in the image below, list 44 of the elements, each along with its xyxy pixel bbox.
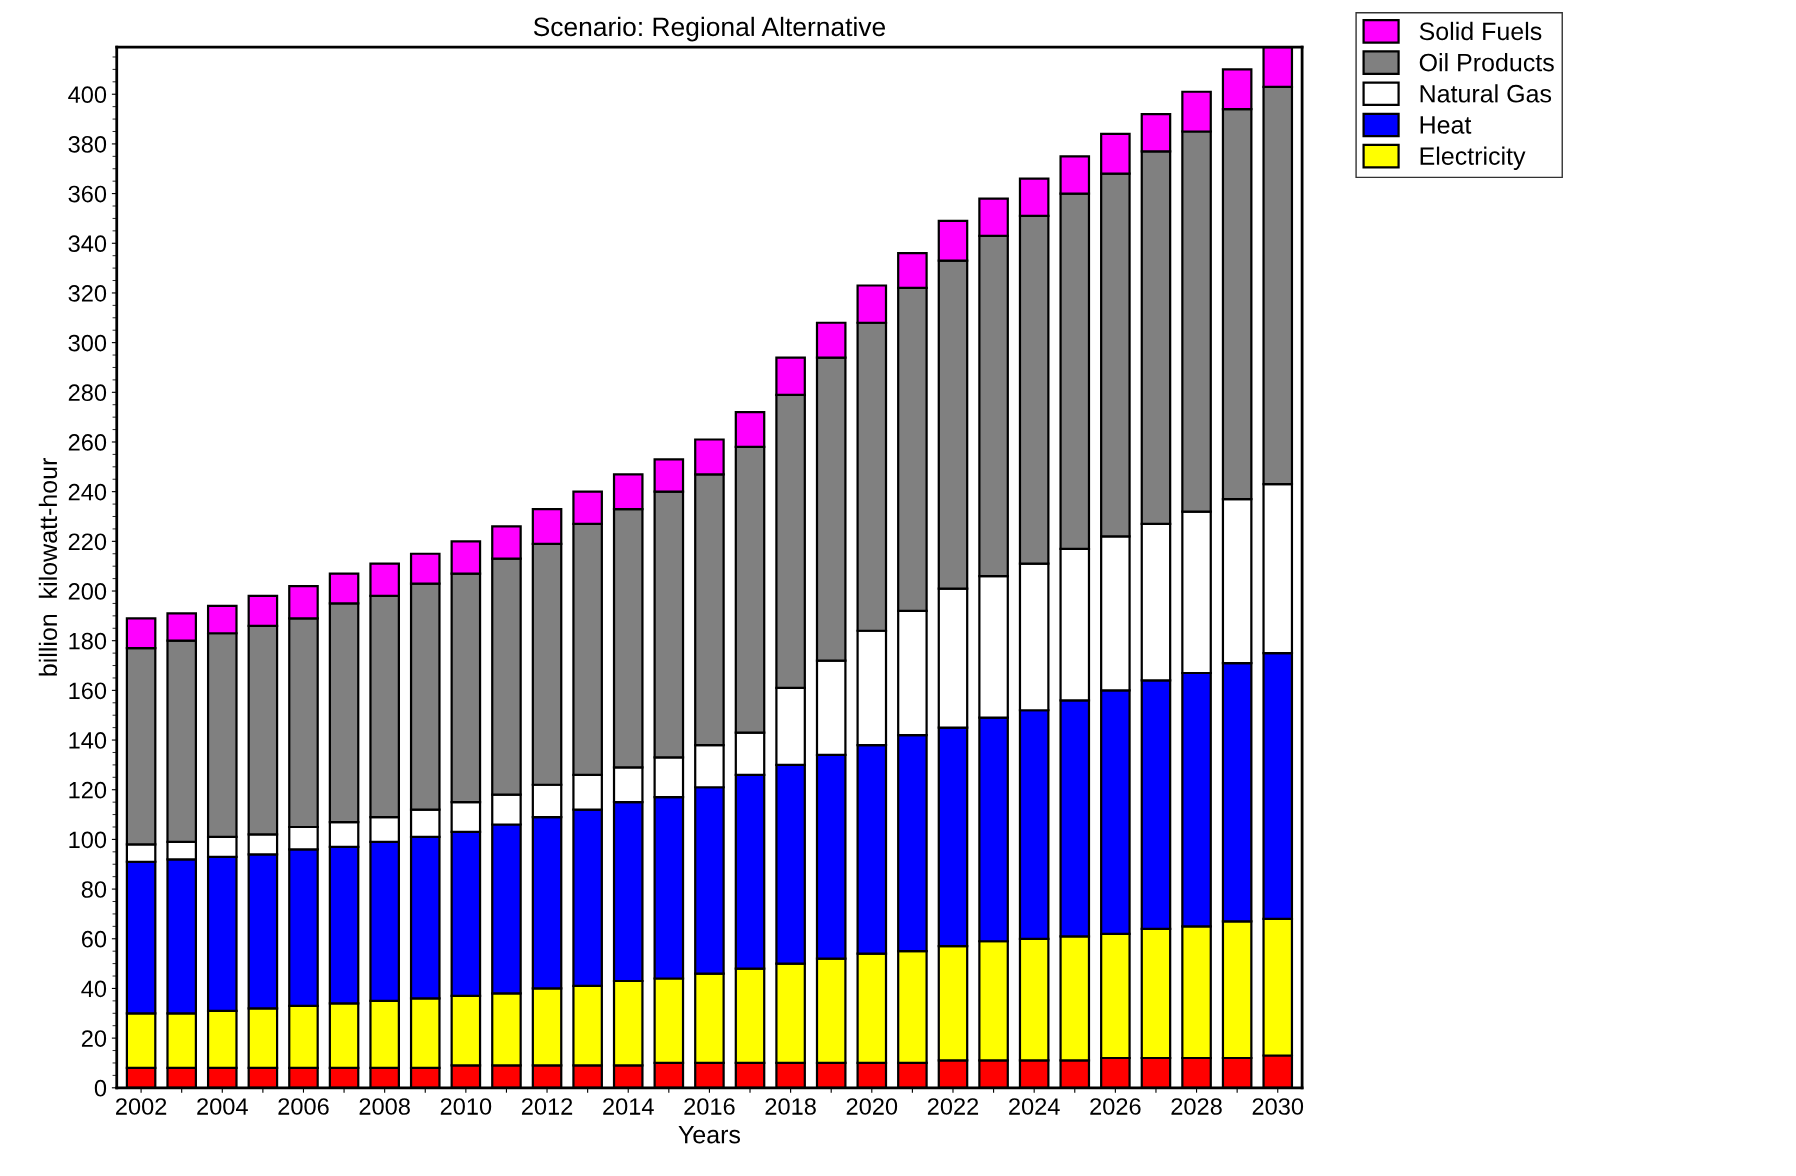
y-tick-label: 240	[68, 483, 107, 501]
y-tick-label: 200	[68, 583, 107, 600]
x-tick-label: 2014	[603, 1098, 654, 1115]
legend-label: Oil Products	[1419, 53, 1554, 72]
y-tick-label: 0	[94, 1079, 107, 1097]
y-tick-label: 220	[68, 533, 107, 551]
y-tick-label: 60	[81, 930, 107, 948]
x-tick-label: 2008	[359, 1098, 410, 1115]
x-tick-label: 2016	[684, 1098, 735, 1115]
x-tick-label: 2028	[1171, 1098, 1222, 1115]
x-tick-label: 2012	[521, 1098, 573, 1115]
y-tick-label: 180	[69, 632, 107, 650]
x-axis-title: Years	[678, 1126, 741, 1144]
legend-label: Solid Fuels	[1419, 21, 1542, 41]
y-tick-label: 120	[69, 781, 107, 799]
x-tick-label: 2002	[116, 1098, 167, 1115]
y-tick-label: 80	[81, 881, 107, 898]
x-tick-label: 2026	[1090, 1098, 1141, 1115]
x-tick-label: 2020	[846, 1098, 898, 1115]
y-tick-label: 260	[68, 434, 107, 451]
legend-label: Heat	[1420, 116, 1472, 134]
legend-label: Electricity	[1420, 146, 1526, 170]
x-tick-label: 2024	[1009, 1098, 1060, 1115]
y-tick-label: 360	[68, 185, 107, 203]
x-tick-label: 2022	[927, 1098, 979, 1115]
y-axis-title: billion kilowatt-hour	[38, 458, 58, 676]
y-tick-label: 140	[69, 732, 107, 749]
y-tick-label: 160	[69, 682, 107, 700]
x-tick-label: 2030	[1252, 1098, 1304, 1115]
y-tick-label: 340	[68, 235, 107, 253]
y-tick-label: 40	[81, 980, 107, 998]
y-tick-label: 20	[81, 1030, 107, 1047]
y-tick-label: 280	[68, 384, 107, 402]
x-tick-label: 2006	[278, 1098, 329, 1115]
y-tick-label: 380	[68, 135, 107, 153]
x-tick-label: 2010	[440, 1098, 492, 1115]
y-tick-label: 300	[68, 334, 107, 352]
chart-title: Scenario: Regional Alternative	[533, 16, 886, 42]
legend-label: Natural Gas	[1420, 84, 1552, 103]
y-tick-label: 320	[68, 285, 107, 302]
y-tick-label: 400	[68, 86, 107, 104]
y-tick-label: 100	[69, 831, 107, 849]
x-tick-label: 2004	[197, 1098, 248, 1115]
x-tick-label: 2018	[765, 1098, 816, 1115]
